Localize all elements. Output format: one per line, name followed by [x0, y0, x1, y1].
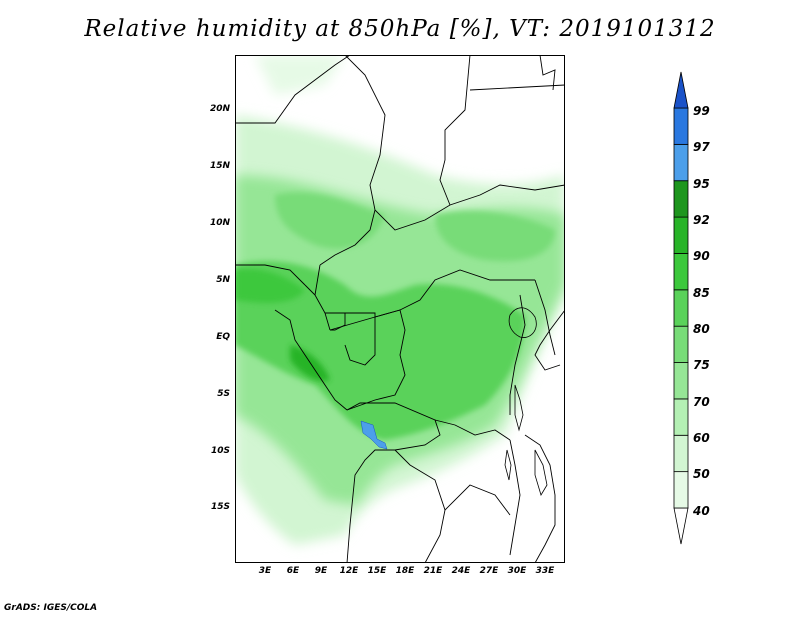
- lat-label-10s: 10S: [210, 446, 230, 456]
- colorbar-segment-1: [673, 471, 689, 509]
- chart-title: Relative humidity at 850hPa [%], VT: 201…: [84, 16, 716, 42]
- colorbar-segment-9: [673, 180, 689, 218]
- lon-label-3e: 3E: [258, 566, 272, 576]
- lat-label-eq: EQ: [216, 332, 230, 342]
- colorbar-label-97: 97: [693, 140, 710, 154]
- colorbar-label-40: 40: [693, 504, 710, 518]
- grads-credit: GrADS: IGES/COLA: [4, 603, 98, 613]
- lat-label-20n: 20N: [209, 104, 230, 114]
- colorbar-label-90: 90: [693, 249, 710, 263]
- lakes: [504, 307, 548, 496]
- colorbar: [673, 71, 689, 545]
- colorbar-label-50: 50: [693, 467, 710, 481]
- colorbar-label-95: 95: [693, 177, 710, 191]
- colorbar-segment-5: [673, 325, 689, 363]
- colorbar-segment-10: [673, 143, 689, 182]
- colorbar-label-70: 70: [693, 395, 710, 409]
- colorbar-segment-6: [673, 289, 689, 327]
- country-boundaries: [235, 55, 565, 563]
- colorbar-segment-8: [673, 216, 689, 254]
- colorbar-segment-12: [673, 71, 689, 109]
- colorbar-label-92: 92: [693, 213, 710, 227]
- colorbar-segment-7: [673, 253, 689, 291]
- lat-label-5n: 5N: [216, 275, 230, 285]
- colorbar-segment-4: [673, 362, 689, 400]
- colorbar-segment-3: [673, 398, 689, 436]
- lon-label-12e: 12E: [339, 566, 359, 576]
- lon-label-18e: 18E: [395, 566, 415, 576]
- lat-label-10n: 10N: [209, 218, 230, 228]
- colorbar-segment-0: [673, 507, 689, 545]
- lon-label-33e: 33E: [535, 566, 555, 576]
- colorbar-label-75: 75: [693, 358, 710, 372]
- map-canvas: [235, 55, 565, 563]
- lat-label-5s: 5S: [217, 389, 230, 399]
- lon-label-30e: 30E: [507, 566, 527, 576]
- lon-label-24e: 24E: [451, 566, 471, 576]
- lon-label-6e: 6E: [286, 566, 300, 576]
- lon-label-27e: 27E: [479, 566, 499, 576]
- colorbar-segment-2: [673, 434, 689, 473]
- colorbar-label-99: 99: [693, 104, 710, 118]
- lon-label-9e: 9E: [314, 566, 328, 576]
- humidity-shading-high: [235, 192, 555, 440]
- colorbar-label-85: 85: [693, 286, 710, 300]
- saturated-region: [360, 420, 388, 450]
- lat-label-15n: 15N: [209, 161, 230, 171]
- lat-label-15s: 15S: [210, 502, 230, 512]
- colorbar-label-80: 80: [693, 322, 710, 336]
- lon-label-21e: 21E: [423, 566, 443, 576]
- colorbar-label-60: 60: [693, 431, 710, 445]
- map-panel: [235, 55, 565, 563]
- colorbar-segment-11: [673, 107, 689, 145]
- lon-label-15e: 15E: [367, 566, 387, 576]
